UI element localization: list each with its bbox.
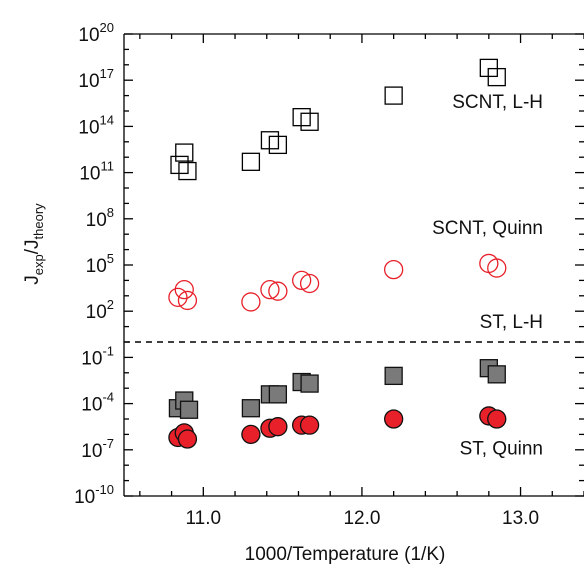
x-tick-label: 12.0 (343, 508, 380, 529)
y-tick-label: 10-7 (81, 436, 114, 462)
data-point (178, 161, 197, 181)
y-tick-label: 1020 (78, 20, 114, 46)
data-point (175, 143, 194, 162)
data-point (241, 424, 261, 445)
y-tick-exponent: -7 (102, 436, 114, 451)
y-tick-base: 10 (81, 348, 102, 369)
y-tick-label: 105 (86, 251, 114, 277)
y-tick-exponent: 2 (107, 297, 114, 312)
y-tick-base: 10 (86, 256, 107, 277)
y-tick-base: 10 (78, 71, 99, 92)
x-axis-label: 1000/Temperature (1/K) (245, 544, 446, 565)
x-tick-label: 13.0 (502, 508, 539, 529)
data-point (384, 409, 404, 429)
y-tick-label: 10-1 (81, 343, 114, 369)
y-tick-base: 10 (79, 164, 100, 185)
data-point (241, 152, 261, 171)
series-scnt-quinn (168, 253, 507, 312)
data-point (168, 287, 188, 307)
y-tick-exponent: -10 (95, 482, 114, 497)
data-point (487, 258, 507, 278)
data-point (487, 409, 507, 429)
y-tick-base: 10 (86, 210, 107, 231)
y-tick-base: 10 (81, 395, 102, 416)
data-point (268, 281, 288, 301)
y-tick-base: 10 (74, 487, 95, 508)
y-tick-exponent: 11 (101, 159, 115, 174)
data-point (177, 290, 198, 311)
data-point (179, 400, 199, 419)
data-point (299, 415, 320, 435)
x-axis-ticks: 11.0 12.0 13.0 (139, 34, 584, 529)
y-tick-label: 10-10 (74, 482, 114, 508)
data-point (268, 385, 288, 404)
data-point (487, 67, 506, 87)
y-tick-label: 102 (86, 297, 114, 323)
y-tick-base: 10 (81, 441, 102, 462)
y-label-sub2: theory (31, 203, 46, 240)
y-tick-exponent: -4 (102, 390, 114, 405)
y-tick-exponent: 17 (100, 66, 114, 81)
y-tick-label: 1017 (78, 66, 114, 92)
data-point (300, 374, 319, 393)
series-annotation: SCNT, L-H (452, 92, 543, 113)
y-tick-exponent: 20 (100, 20, 114, 35)
y-tick-base: 10 (78, 117, 99, 138)
x-tick-label: 11.0 (186, 508, 222, 529)
data-point (487, 365, 506, 384)
data-point (384, 366, 403, 386)
y-axis-label: Jexp/Jtheory (22, 203, 46, 285)
data-point (241, 292, 261, 312)
y-tick-base: 10 (86, 302, 107, 323)
y-tick-label: 10-4 (81, 390, 114, 416)
y-tick-base: 10 (78, 25, 99, 46)
y-tick-label: 108 (86, 205, 114, 231)
data-point (292, 270, 312, 291)
y-tick-exponent: -1 (102, 343, 114, 358)
y-tick-label: 1011 (79, 159, 114, 185)
series-annotation: SCNT, Quinn (432, 218, 543, 239)
data-point (268, 417, 288, 437)
data-point (384, 259, 404, 280)
y-tick-label: 1014 (78, 112, 114, 138)
data-point (174, 279, 194, 300)
y-tick-exponent: 5 (107, 251, 114, 266)
data-point (241, 399, 261, 418)
data-point (177, 429, 198, 449)
data-point (384, 86, 403, 105)
y-label-slash: /J (22, 239, 43, 254)
series-st-quinn (168, 406, 507, 449)
y-label-sub1: exp (31, 254, 46, 275)
series-annotation: ST, Quinn (460, 438, 543, 459)
y-tick-exponent: 8 (107, 205, 114, 220)
y-tick-exponent: 14 (100, 112, 114, 127)
data-point (268, 135, 288, 155)
y-axis-ticks: 102010171014101110810510210-110-410-710-… (74, 20, 584, 508)
series-layer (168, 58, 507, 449)
series-st-l-h (168, 359, 506, 419)
series-annotation: ST, L-H (480, 312, 543, 333)
data-point (300, 112, 319, 131)
data-point (299, 273, 320, 294)
y-label-base: J (22, 275, 43, 285)
annotation-layer: SCNT, L-H SCNT, Quinn ST, L-H ST, Quinn (432, 92, 543, 460)
data-point (260, 279, 280, 300)
series-scnt-l-h (170, 58, 506, 181)
